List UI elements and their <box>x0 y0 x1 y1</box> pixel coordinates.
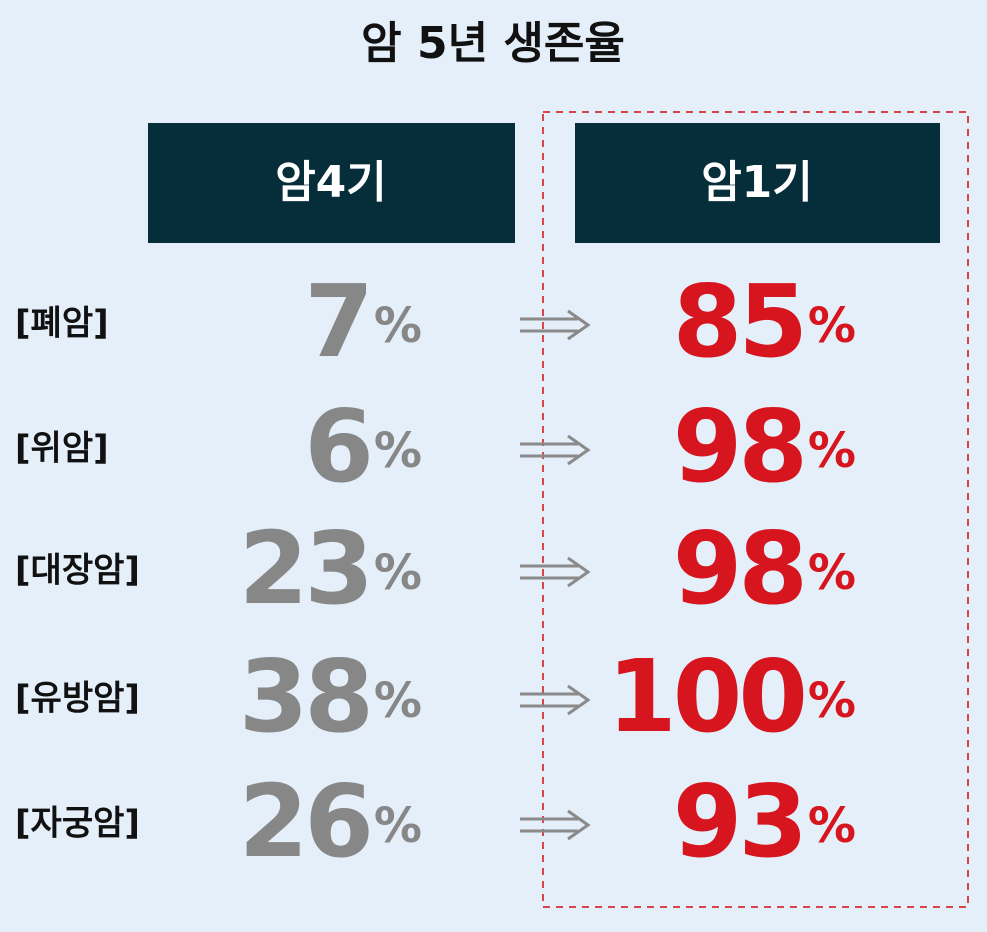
stage1-value: 85% <box>673 263 856 380</box>
column-header: 암4기 <box>275 157 387 208</box>
value-number: 6 <box>304 388 370 505</box>
arrow-head <box>567 684 591 716</box>
value-number: 85 <box>673 263 804 380</box>
arrow <box>520 309 591 341</box>
row-label: [대장암] <box>15 551 140 591</box>
value-number: 23 <box>239 510 370 627</box>
column-header-box <box>148 123 515 243</box>
arrow-head <box>567 556 591 588</box>
arrow <box>520 434 591 466</box>
value-number: 26 <box>239 763 370 880</box>
row-label: [폐암] <box>15 304 109 344</box>
arrow <box>520 556 591 588</box>
value-number: 7 <box>304 263 370 380</box>
stage4-value: 23% <box>239 510 422 627</box>
stage4-value: 26% <box>239 763 422 880</box>
stage1-value: 93% <box>673 763 856 880</box>
value-unit: % <box>374 298 422 354</box>
value-unit: % <box>374 545 422 601</box>
stage1-value: 98% <box>673 388 856 505</box>
column-header-box <box>575 123 940 243</box>
value-unit: % <box>374 673 422 729</box>
value-number: 98 <box>673 510 804 627</box>
row-label: [위암] <box>15 429 109 469</box>
value-number: 38 <box>239 638 370 755</box>
value-unit: % <box>808 298 856 354</box>
stage1-value: 98% <box>673 510 856 627</box>
value-number: 98 <box>673 388 804 505</box>
highlight-frame <box>542 111 969 908</box>
arrow <box>520 809 591 841</box>
value-unit: % <box>808 673 856 729</box>
stage1-value: 100% <box>607 638 856 755</box>
value-unit: % <box>808 423 856 479</box>
arrow-head <box>567 434 591 466</box>
title: 암 5년 생존율 <box>361 18 625 69</box>
stage4-value: 7% <box>304 263 422 380</box>
value-unit: % <box>808 798 856 854</box>
column-header: 암1기 <box>701 157 813 208</box>
row-label: [자궁암] <box>15 804 140 844</box>
arrow-head <box>567 809 591 841</box>
row-label: [유방암] <box>15 679 140 719</box>
value-unit: % <box>374 798 422 854</box>
value-unit: % <box>808 545 856 601</box>
stage4-value: 38% <box>239 638 422 755</box>
value-unit: % <box>374 423 422 479</box>
arrow <box>520 684 591 716</box>
stage4-value: 6% <box>304 388 422 505</box>
value-number: 100 <box>607 638 804 755</box>
arrow-head <box>567 309 591 341</box>
value-number: 93 <box>673 763 804 880</box>
